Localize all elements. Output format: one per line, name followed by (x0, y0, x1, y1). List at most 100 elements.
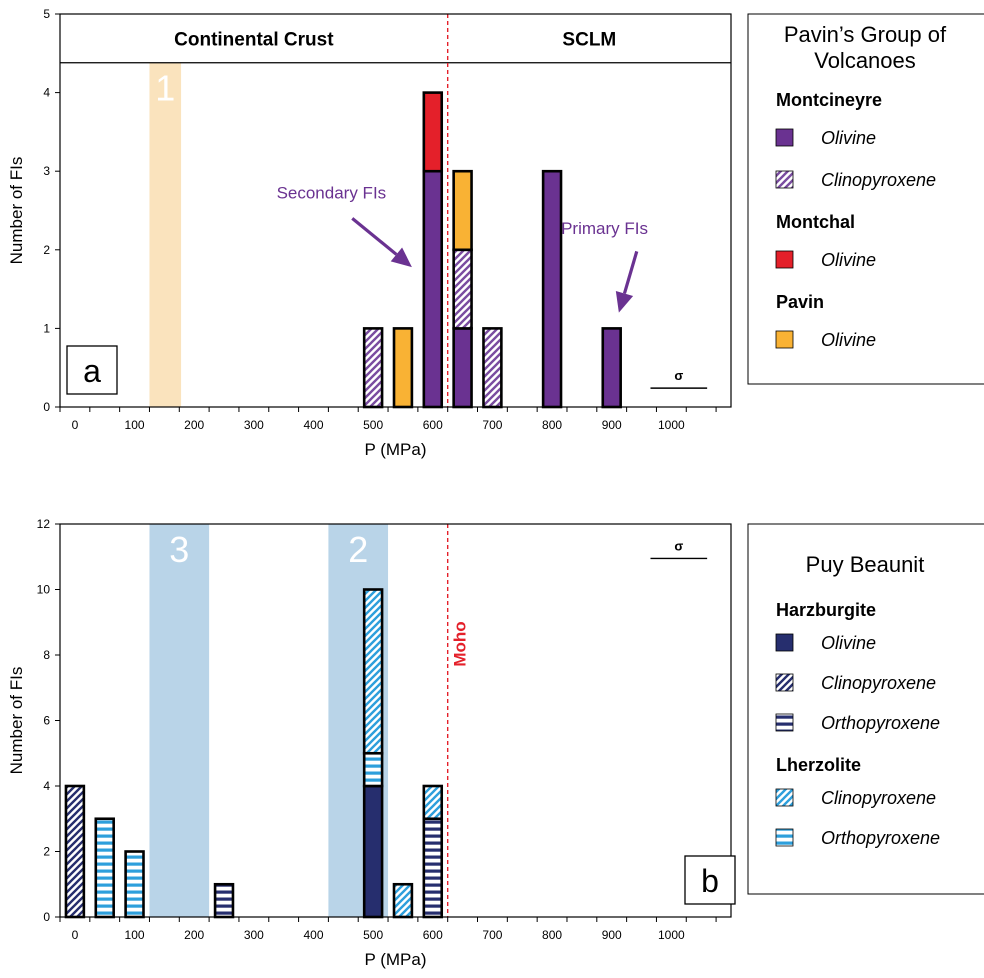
header-left-label: Continental Crust (174, 29, 334, 50)
legend-entry-label: Clinopyroxene (821, 170, 936, 190)
y-tick-label: 4 (43, 779, 50, 793)
legend-group-name: Pavin (776, 292, 824, 312)
legend-group-name: Montcineyre (776, 90, 882, 110)
x-tick-label: 900 (602, 418, 622, 432)
x-tick-label: 700 (482, 928, 502, 942)
legend-title-line-1: Pavin’s Group of Volcanoes (784, 22, 947, 73)
x-tick-label: 100 (125, 928, 145, 942)
bar-0-segment-0 (64, 784, 86, 919)
annotation-arrow-shaft (351, 217, 398, 256)
x-tick-label: 300 (244, 418, 264, 432)
sigma-label: σ (674, 538, 683, 553)
band-label: 3 (169, 529, 189, 570)
shaded-band-1 (149, 62, 182, 408)
bar-250-segment-0 (213, 882, 235, 919)
legend-swatch (775, 713, 794, 732)
bar-500-segment-0 (362, 784, 384, 919)
panel-label: b (701, 863, 719, 899)
legend-a: Pavin’s Group of Volcanoes Montcineyre Oliv… (747, 13, 984, 385)
legend-swatch (775, 330, 794, 349)
legend-swatch (775, 673, 794, 692)
legend-swatch (775, 250, 794, 269)
band-label: 2 (348, 529, 368, 570)
bar-800-segment-0 (541, 169, 563, 409)
y-tick-label: 6 (43, 714, 50, 728)
legend-swatch (775, 170, 794, 189)
x-tick-label: 0 (72, 928, 79, 942)
x-tick-label: 900 (602, 928, 622, 942)
bar-650-segment-1 (452, 248, 473, 330)
panel-label-box (684, 855, 736, 905)
y-tick-label: 5 (43, 7, 50, 21)
x-tick-label: 1000 (658, 928, 685, 942)
legend-box (747, 13, 984, 385)
sigma-label: σ (674, 368, 683, 383)
bar-550-segment-0 (392, 327, 414, 409)
bar-500-segment-2 (362, 588, 384, 755)
panel-label-box (66, 345, 118, 395)
y-tick-label: 8 (43, 648, 50, 662)
bar-600-segment-1 (422, 91, 444, 173)
annotation-arrow-head (390, 247, 412, 268)
bar-600-segment-0 (422, 169, 444, 409)
legend-entry-label: Clinopyroxene (821, 788, 936, 808)
legend-b: Puy Beaunit Harzburgite Olivine Clinopyroxe… (747, 523, 984, 895)
legend-entry-label: Olivine (821, 128, 876, 148)
bar-500-segment-0 (362, 327, 384, 409)
legend-entry-label: Orthopyroxene (821, 828, 940, 848)
legend-swatch (775, 633, 794, 652)
x-axis-label: P (MPa) (364, 950, 426, 969)
legend-group-name: Lherzolite (776, 755, 861, 775)
bar-550-segment-0 (392, 882, 414, 919)
x-axis-label: P (MPa) (364, 440, 426, 459)
y-tick-label: 12 (37, 517, 51, 531)
y-tick-label: 0 (43, 400, 50, 414)
bar-650-segment-2 (452, 169, 473, 252)
bar-700-segment-0 (482, 327, 503, 409)
x-tick-label: 100 (125, 418, 145, 432)
annotation-arrow-shaft (622, 250, 639, 294)
band-label: 1 (155, 68, 175, 109)
annotation-text: Secondary FIs (277, 184, 387, 203)
legend-swatch (775, 828, 794, 847)
bar-900-segment-0 (601, 327, 622, 409)
panel-a: 1 Continental Crust SCLM 0 100 200 300 400 500 60… (7, 7, 732, 459)
legend-title: Puy Beaunit (806, 552, 925, 577)
bar-600-segment-1 (422, 784, 444, 821)
legend-entry-label: Olivine (821, 250, 876, 270)
legend-entry-label: Olivine (821, 330, 876, 350)
legend-entry-label: Orthopyroxene (821, 713, 940, 733)
y-tick-label: 2 (43, 845, 50, 859)
annotation-arrow-head (615, 290, 634, 313)
x-tick-label: 600 (423, 928, 443, 942)
legend-swatch (775, 788, 794, 807)
x-tick-label: 1000 (658, 418, 685, 432)
y-tick-label: 4 (43, 86, 50, 100)
x-tick-label: 400 (303, 418, 323, 432)
legend-group-name: Montchal (776, 212, 855, 232)
bar-600-segment-0 (422, 817, 444, 919)
y-axis-label: Number of FIs (7, 667, 26, 775)
x-tick-label: 600 (423, 418, 443, 432)
x-tick-label: 300 (244, 928, 264, 942)
x-tick-label: 500 (363, 928, 383, 942)
bar-500-segment-1 (362, 751, 384, 788)
legend-entry-label: Olivine (821, 633, 876, 653)
x-tick-label: 0 (72, 418, 79, 432)
legend-group-name: Harzburgite (776, 600, 876, 620)
annotation-text: Primary FIs (561, 219, 648, 238)
y-tick-label: 2 (43, 243, 50, 257)
x-tick-label: 200 (184, 418, 204, 432)
legend-swatch (775, 128, 794, 147)
shaded-band-3 (149, 524, 210, 917)
bar-50-segment-0 (94, 817, 115, 919)
x-tick-label: 700 (482, 418, 502, 432)
x-tick-label: 500 (363, 418, 383, 432)
plot-frame (59, 13, 732, 408)
moho-label: Moho (451, 621, 470, 666)
x-tick-label: 800 (542, 928, 562, 942)
y-tick-label: 1 (43, 321, 50, 335)
x-tick-label: 400 (303, 928, 323, 942)
bar-650-segment-0 (452, 327, 473, 409)
